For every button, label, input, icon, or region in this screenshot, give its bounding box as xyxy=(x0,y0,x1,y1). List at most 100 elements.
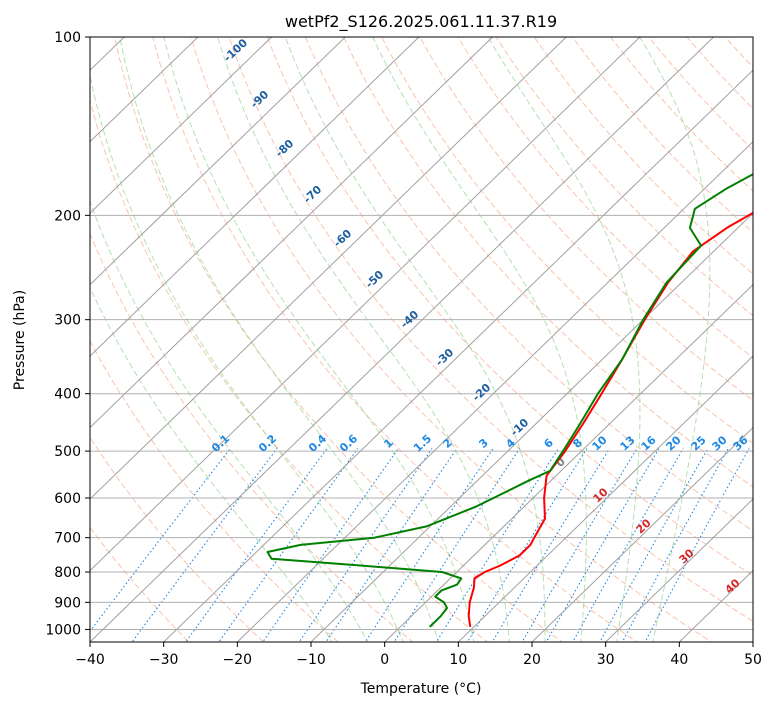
moist-adiabat-line xyxy=(90,200,369,642)
mixing-ratio-line xyxy=(218,448,359,642)
dry-adiabat-line xyxy=(457,37,753,359)
y-tick-label: 500 xyxy=(54,444,81,460)
dry-adiabat-line xyxy=(90,232,414,642)
y-tick-label: 1000 xyxy=(45,622,81,638)
x-tick-label: 0 xyxy=(380,652,389,668)
moist-adiabat-label: 20 xyxy=(634,516,654,536)
mixing-ratio-line xyxy=(435,448,559,642)
mixing-ratio-label: 6 xyxy=(541,436,556,451)
mixing-ratio-label: 1 xyxy=(381,436,395,451)
isotherm-line xyxy=(604,498,753,642)
mixing-ratio-line xyxy=(621,448,729,642)
y-tick-label: 400 xyxy=(54,387,81,403)
dry-adiabat-line xyxy=(419,37,753,401)
dry-adiabat-label: -10 xyxy=(508,416,532,439)
mixing-ratio-label: 3 xyxy=(476,436,490,451)
isotherm-line xyxy=(90,37,273,214)
moist-adiabat-line xyxy=(90,73,404,642)
x-tick-label: 20 xyxy=(523,652,541,668)
isotherm-line xyxy=(162,69,753,642)
y-tick-label: 800 xyxy=(54,565,81,581)
dry-adiabat-label: -70 xyxy=(301,183,325,206)
isotherm-line xyxy=(90,37,715,642)
mixing-ratio-line xyxy=(325,448,458,642)
dry-adiabat-label: -30 xyxy=(433,346,457,369)
mixing-ratio-line xyxy=(644,448,750,642)
background-curves xyxy=(90,24,775,654)
isotherm-line xyxy=(0,10,5,654)
dewpoint-profile-line xyxy=(266,173,753,628)
dry-adiabat-line xyxy=(304,37,753,532)
moist-adiabat-line xyxy=(90,286,333,642)
moist-adiabat-line xyxy=(217,37,510,642)
y-tick-label: 300 xyxy=(54,313,81,329)
dry-adiabat-line xyxy=(228,37,753,622)
skewed-isotherms xyxy=(0,10,753,654)
isotherm-line xyxy=(90,37,199,143)
chart-title: wetPf2_S126.2025.061.11.37.R19 xyxy=(285,12,557,32)
mixing-ratio-label: 10 xyxy=(590,433,610,453)
dry-adiabat-line xyxy=(90,339,339,642)
dry-adiabat-label: -50 xyxy=(363,268,387,291)
moist-adiabat-label: 10 xyxy=(591,485,611,505)
y-tick-label: 200 xyxy=(54,208,81,224)
dry-adiabat-line xyxy=(152,37,638,642)
x-tick-label: 10 xyxy=(449,652,467,668)
isotherm-line xyxy=(383,283,753,642)
sounding-series xyxy=(266,173,753,628)
moist-adiabat-line xyxy=(119,37,440,642)
x-tick-label: −10 xyxy=(296,652,326,668)
moist-adiabat-line xyxy=(372,37,587,642)
dry-adiabat-line xyxy=(381,37,753,444)
mixing-ratio-line xyxy=(393,448,521,642)
mixing-ratio-line xyxy=(491,448,611,642)
moist-adiabat-label: 40 xyxy=(723,576,743,596)
mixing-ratio-label: 20 xyxy=(664,433,684,453)
y-tick-label: 700 xyxy=(54,531,81,547)
mixing-ratio-line xyxy=(90,448,231,633)
y-tick-label: 100 xyxy=(54,30,81,46)
isotherm-line xyxy=(531,426,753,642)
temperature-profile-line xyxy=(467,211,753,628)
dry-adiabat-line xyxy=(571,37,753,234)
moist-adiabat-label: 30 xyxy=(677,546,697,566)
x-tick-label: 30 xyxy=(597,652,615,668)
y-tick-label: 600 xyxy=(54,491,81,507)
x-tick-label: 50 xyxy=(744,652,762,668)
dry-adiabat-label: -40 xyxy=(398,308,422,331)
moist-adiabat-line xyxy=(487,37,641,642)
x-tick-label: 40 xyxy=(670,652,688,668)
dry-adiabat-line xyxy=(533,37,753,275)
mixing-ratio-line xyxy=(131,448,278,642)
dry-adiabat-line xyxy=(751,24,775,654)
mixing-ratio-label: 2 xyxy=(440,436,454,451)
mixing-ratio-label: 36 xyxy=(731,433,751,453)
dry-adiabat-line xyxy=(90,436,265,642)
isotherm-line xyxy=(90,37,641,572)
isotherm-line xyxy=(90,37,346,286)
x-tick-label: −40 xyxy=(75,652,105,668)
dry-adiabat-line xyxy=(724,37,753,68)
mixing-ratio-label: 13 xyxy=(618,433,638,453)
moist-adiabat-line xyxy=(639,37,711,642)
pressure-gridlines xyxy=(90,36,753,630)
x-axis-title: Temperature (°C) xyxy=(360,681,482,697)
dry-adiabat-label: -80 xyxy=(273,137,297,160)
y-axis: 1000 900 800 700 600 500 400 300 200 100 xyxy=(45,30,90,638)
dry-adiabat-label: -90 xyxy=(248,88,272,111)
mixing-ratio-line xyxy=(262,448,399,642)
moist-adiabat-line xyxy=(284,37,546,642)
x-tick-label: −20 xyxy=(223,652,253,668)
isotherm-line xyxy=(90,37,567,500)
y-axis-title: Pressure (hPa) xyxy=(12,290,28,390)
isotherm-line xyxy=(90,37,420,357)
y-tick-label: 900 xyxy=(54,595,81,611)
dry-adiabat-line xyxy=(266,37,753,577)
isotherm-line xyxy=(236,141,753,642)
dry-adiabat-line xyxy=(114,37,564,642)
isotherm-line xyxy=(457,355,753,642)
x-tick-label: −30 xyxy=(149,652,179,668)
isotherm-line xyxy=(90,37,494,429)
isotherm-line xyxy=(310,212,753,642)
